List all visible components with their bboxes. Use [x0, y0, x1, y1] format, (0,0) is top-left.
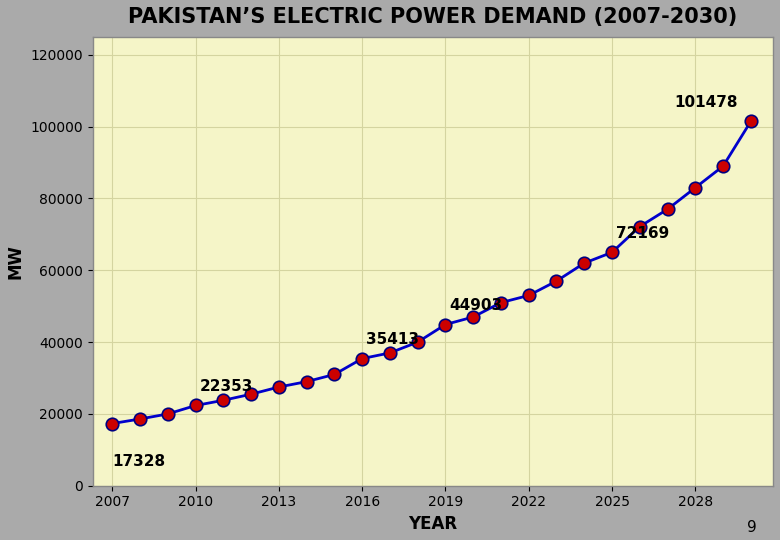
Text: 17328: 17328 — [112, 454, 165, 469]
Text: 101478: 101478 — [675, 95, 738, 110]
Text: 72169: 72169 — [616, 226, 669, 241]
X-axis label: YEAR: YEAR — [409, 515, 458, 533]
Text: 44903: 44903 — [449, 299, 503, 313]
Text: 22353: 22353 — [200, 380, 254, 394]
Y-axis label: MW: MW — [7, 244, 25, 279]
Title: PAKISTAN’S ELECTRIC POWER DEMAND (2007-2030): PAKISTAN’S ELECTRIC POWER DEMAND (2007-2… — [129, 7, 738, 27]
Text: 9: 9 — [747, 519, 757, 535]
Text: 35413: 35413 — [367, 333, 420, 347]
